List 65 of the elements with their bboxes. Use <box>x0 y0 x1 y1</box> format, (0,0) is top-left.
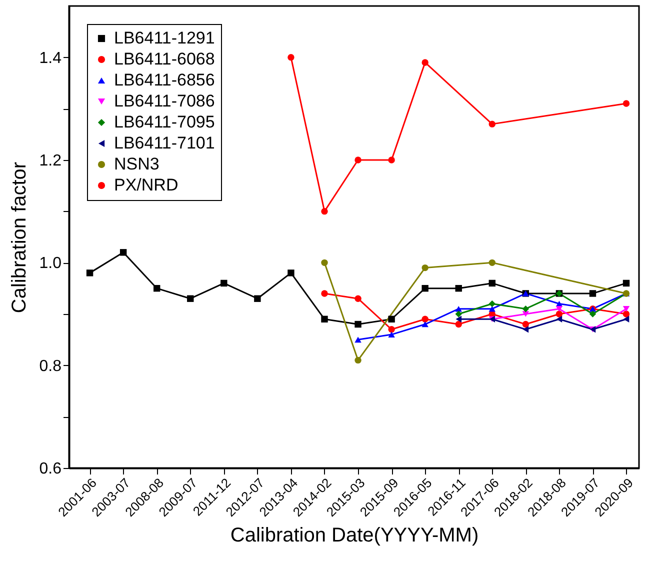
point <box>388 156 395 164</box>
point <box>354 156 362 164</box>
legend-label: LB6411-1291 <box>114 28 215 48</box>
point <box>354 336 362 343</box>
point <box>388 332 395 338</box>
point <box>522 320 530 328</box>
point <box>622 280 630 287</box>
point <box>288 54 294 61</box>
point <box>388 326 395 333</box>
point <box>422 59 428 66</box>
legend-label: PX/NRD <box>114 176 178 194</box>
legend-label: LB6411-6856 <box>114 70 215 90</box>
point <box>488 280 496 287</box>
point <box>455 284 462 292</box>
y-tick-label: 1.0 <box>39 255 62 272</box>
point <box>455 310 462 318</box>
point <box>288 270 294 276</box>
point <box>254 295 261 302</box>
y-axis-title: Calibration factor <box>8 162 30 314</box>
point <box>187 295 194 302</box>
point <box>220 280 228 287</box>
point <box>153 284 160 292</box>
point <box>589 290 596 297</box>
point <box>354 320 362 328</box>
point <box>321 259 328 266</box>
x-axis-title: Calibration Date(YYYY-MM) <box>230 524 479 546</box>
point <box>556 310 563 318</box>
point <box>422 264 428 272</box>
point <box>388 316 395 322</box>
point <box>456 316 462 322</box>
point <box>321 316 328 322</box>
point <box>321 208 328 215</box>
point <box>522 326 529 333</box>
point <box>556 316 562 322</box>
point <box>622 310 630 318</box>
y-tick-label: 0.6 <box>39 460 62 478</box>
point <box>488 259 496 266</box>
y-tick-label: 0.8 <box>39 358 62 375</box>
point <box>422 321 428 328</box>
point <box>622 306 630 312</box>
point <box>488 120 496 128</box>
point <box>354 295 362 302</box>
point <box>522 306 530 312</box>
point <box>422 316 428 322</box>
legend-label: LB6411-6068 <box>114 50 215 68</box>
point <box>455 306 462 312</box>
point <box>422 284 428 292</box>
legend-label: NSN3 <box>114 154 160 174</box>
point <box>556 306 563 312</box>
point <box>354 356 362 364</box>
point <box>622 100 630 107</box>
legend-label: LB6411-7086 <box>114 92 215 110</box>
point <box>589 310 596 318</box>
point <box>488 306 496 312</box>
point <box>321 290 328 297</box>
point <box>120 249 127 256</box>
point <box>623 316 630 322</box>
point <box>455 320 462 328</box>
legend-label: LB6411-7095 <box>114 112 215 132</box>
y-tick-label: 1.4 <box>39 50 62 67</box>
point <box>488 300 496 308</box>
point <box>522 311 530 317</box>
y-tick-label: 1.2 <box>39 152 62 170</box>
legend-label: LB6411-7101 <box>114 134 215 152</box>
point <box>86 270 94 276</box>
